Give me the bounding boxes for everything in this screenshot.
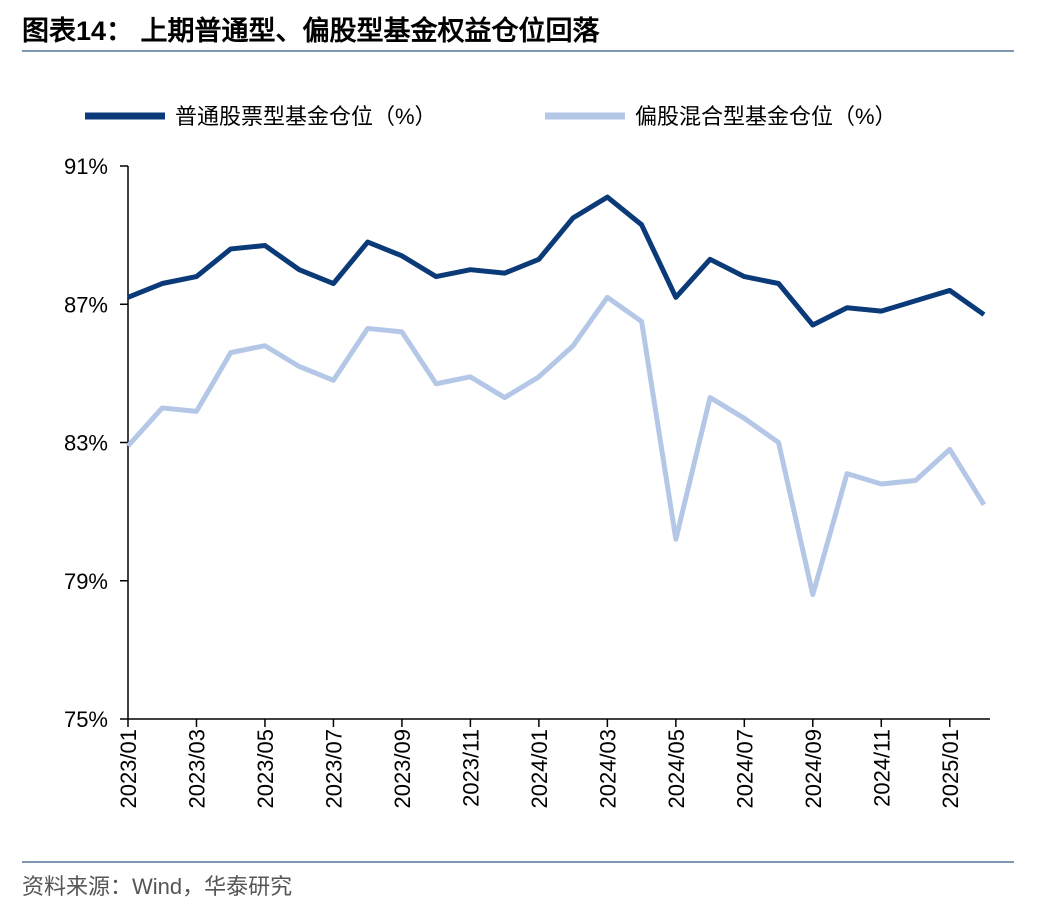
- series-line: [126, 294, 987, 598]
- x-tick-label: 2023/11: [458, 729, 483, 807]
- x-tick-label: 2023/09: [390, 729, 415, 809]
- legend-label: 普通股票型基金仓位（%）: [175, 104, 437, 129]
- x-tick-label: 2023/05: [253, 729, 278, 809]
- chart-title: 图表14： 上期普通型、偏股型基金权益仓位回落: [22, 15, 601, 46]
- series-line: [127, 194, 986, 328]
- y-tick-label: 75%: [64, 707, 108, 732]
- y-tick-label: 79%: [64, 569, 108, 594]
- source: 资料来源：Wind，华泰研究: [22, 874, 292, 899]
- x-tick-label: 2024/07: [732, 729, 757, 809]
- y-tick-label: 91%: [64, 154, 108, 179]
- x-tick-label: 2024/03: [595, 729, 620, 809]
- x-tick-label: 2024/05: [664, 729, 689, 809]
- x-tick-label: 2023/03: [184, 729, 209, 809]
- legend-label: 偏股混合型基金仓位（%）: [635, 104, 897, 129]
- y-tick-label: 83%: [64, 431, 108, 456]
- x-tick-label: 2024/09: [801, 729, 826, 809]
- x-tick-label: 2025/01: [938, 729, 963, 809]
- x-tick-label: 2024/11: [869, 729, 894, 807]
- y-tick-label: 87%: [64, 292, 108, 317]
- x-tick-label: 2023/07: [321, 729, 346, 809]
- x-tick-label: 2023/01: [116, 729, 141, 809]
- x-tick-label: 2024/01: [527, 729, 552, 809]
